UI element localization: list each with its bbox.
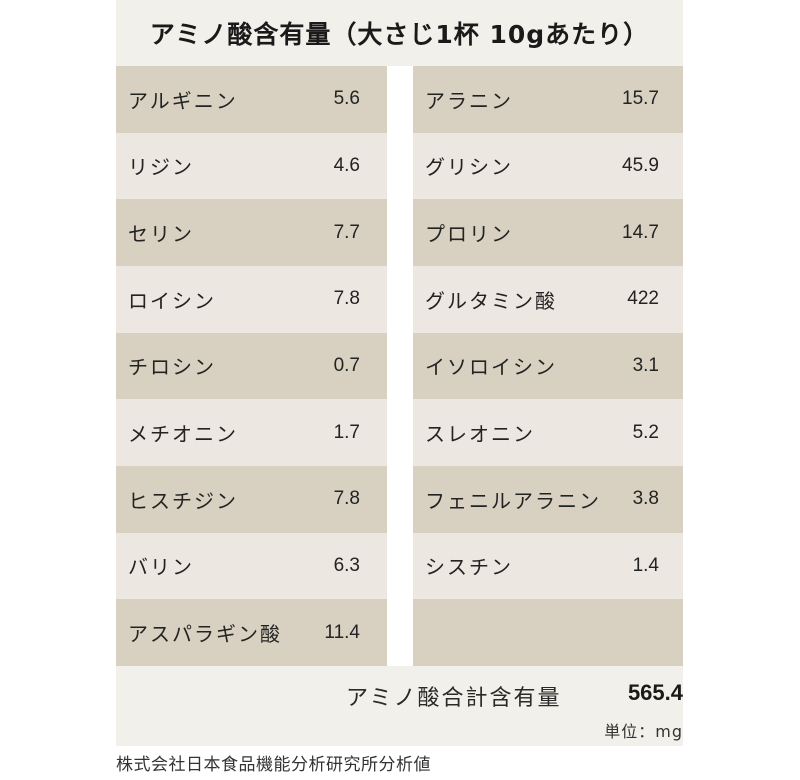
amino-acid-name: アルギニン bbox=[128, 88, 238, 113]
left-column: アルギニン 5.6 リジン 4.6 セリン 7.7 ロイシン 7.8 チロシン 0.7 メ… bbox=[116, 66, 387, 666]
table-row-empty bbox=[413, 599, 683, 666]
table-row: アスパラギン酸 11.4 bbox=[116, 599, 387, 666]
amino-acid-value: 5.2 bbox=[632, 421, 659, 443]
table-title: アミノ酸含有量（大さじ1杯 10gあたり） bbox=[149, 20, 650, 49]
amino-acid-name: セリン bbox=[128, 222, 194, 247]
column-divider bbox=[387, 66, 413, 666]
amino-acid-name: グルタミン酸 bbox=[425, 288, 557, 313]
amino-acid-value: 14.7 bbox=[622, 221, 659, 243]
table-row: バリン 6.3 bbox=[116, 532, 387, 600]
table-row: プロリン 14.7 bbox=[413, 199, 683, 266]
amino-acid-value: 3.8 bbox=[632, 488, 659, 510]
total-label: アミノ酸合計含有量 bbox=[346, 686, 562, 711]
amino-acid-name: アラニン bbox=[425, 88, 513, 113]
table-row: アルギニン 5.6 bbox=[116, 66, 387, 133]
table-row: メチオニン 1.7 bbox=[116, 399, 387, 466]
amino-acid-value: 7.7 bbox=[333, 221, 360, 243]
table-row: シスチン 1.4 bbox=[413, 532, 683, 600]
amino-acid-name: アスパラギン酸 bbox=[128, 622, 282, 647]
unit-note: 単位：mg bbox=[604, 722, 683, 741]
table-row: フェニルアラニン 3.8 bbox=[413, 465, 683, 533]
total-row: アミノ酸合計含有量 565.4 bbox=[116, 666, 683, 718]
table-row: ヒスチジン 7.8 bbox=[116, 465, 387, 533]
amino-acid-value: 5.6 bbox=[333, 88, 360, 110]
amino-acid-value: 1.4 bbox=[632, 554, 659, 576]
table-row: セリン 7.7 bbox=[116, 199, 387, 266]
amino-acid-name: チロシン bbox=[128, 355, 216, 380]
total-value: 565.4 bbox=[627, 680, 683, 705]
amino-acid-table-card: アミノ酸含有量（大さじ1杯 10gあたり） アルギニン 5.6 リジン 4.6 セリ… bbox=[116, 0, 683, 746]
right-column: アラニン 15.7 グリシン 45.9 プロリン 14.7 グルタミン酸 422 イソロ… bbox=[413, 66, 683, 666]
table-row: チロシン 0.7 bbox=[116, 332, 387, 400]
amino-acid-value: 6.3 bbox=[333, 554, 360, 576]
amino-acid-name: バリン bbox=[128, 555, 194, 580]
amino-acid-name: イソロイシン bbox=[425, 355, 557, 380]
table-row: ロイシン 7.8 bbox=[116, 265, 387, 333]
amino-acid-value: 422 bbox=[627, 288, 659, 310]
table-row: グリシン 45.9 bbox=[413, 132, 683, 200]
amino-acid-name: フェニルアラニン bbox=[425, 488, 601, 513]
amino-acid-value: 7.8 bbox=[333, 488, 360, 510]
amino-acid-name: ロイシン bbox=[128, 288, 216, 313]
table-row: グルタミン酸 422 bbox=[413, 265, 683, 333]
amino-acid-name: スレオニン bbox=[425, 422, 535, 447]
table-row: スレオニン 5.2 bbox=[413, 399, 683, 466]
amino-acid-value: 15.7 bbox=[622, 88, 659, 110]
table-row: リジン 4.6 bbox=[116, 132, 387, 200]
amino-acid-name: リジン bbox=[128, 155, 194, 180]
amino-acid-value: 7.8 bbox=[333, 288, 360, 310]
amino-acid-name: プロリン bbox=[425, 222, 513, 247]
amino-acid-name: ヒスチジン bbox=[128, 488, 238, 513]
amino-acid-value: 45.9 bbox=[622, 154, 659, 176]
amino-acid-value: 0.7 bbox=[333, 354, 360, 376]
amino-acid-name: メチオニン bbox=[128, 422, 238, 447]
amino-acid-value: 3.1 bbox=[632, 354, 659, 376]
amino-acid-value: 11.4 bbox=[324, 621, 360, 643]
table-row: イソロイシン 3.1 bbox=[413, 332, 683, 400]
amino-acid-value: 4.6 bbox=[333, 154, 360, 176]
amino-acid-name: グリシン bbox=[425, 155, 513, 180]
source-note: 株式会社日本食品機能分析研究所分析値 bbox=[116, 755, 431, 775]
amino-acid-name: シスチン bbox=[425, 555, 513, 580]
table-row: アラニン 15.7 bbox=[413, 66, 683, 133]
amino-acid-value: 1.7 bbox=[333, 421, 360, 443]
